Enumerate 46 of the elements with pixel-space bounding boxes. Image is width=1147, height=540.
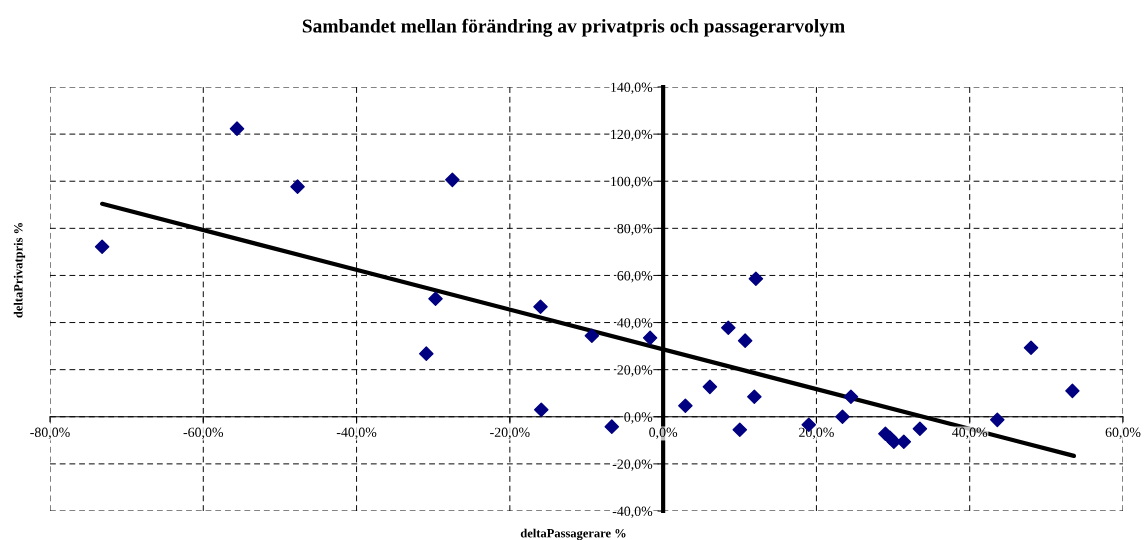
- point: [533, 299, 548, 315]
- point: [678, 398, 693, 413]
- point: [419, 346, 434, 361]
- point: [229, 121, 245, 136]
- x-tick-label: -20,0%: [490, 427, 530, 439]
- chart-title: Sambandet mellan förändring av privatpris och passagerarvolym: [302, 18, 845, 37]
- y-tick-label: 80,0%: [617, 223, 653, 236]
- x-tick-label: 20,0%: [799, 427, 834, 439]
- y-tick-label: 20,0%: [617, 365, 653, 377]
- y-tick-label: 120,0%: [611, 129, 653, 142]
- point: [290, 179, 305, 194]
- x-tick-label: -80,0%: [30, 427, 70, 439]
- x-tick-label: -40,0%: [336, 427, 377, 439]
- x-tick-label: 40,0%: [952, 427, 988, 439]
- point: [835, 409, 850, 425]
- y-tick-label: 40,0%: [617, 318, 653, 330]
- point: [748, 271, 764, 287]
- point: [1023, 340, 1039, 356]
- y-tick-label: 60,0%: [617, 271, 653, 283]
- y-tick-label: 100,0%: [611, 176, 653, 189]
- point: [912, 421, 928, 437]
- point: [642, 330, 658, 346]
- y-tick-label: -20,0%: [612, 459, 653, 471]
- point: [584, 328, 600, 344]
- y-tick-label: 0,0%: [624, 412, 653, 424]
- point: [747, 389, 762, 405]
- point: [604, 419, 620, 434]
- y-tick-label: 140,0%: [611, 82, 653, 94]
- point: [843, 389, 859, 405]
- x-tick-label: 0,0%: [649, 427, 678, 439]
- point: [732, 422, 748, 438]
- point: [428, 291, 443, 307]
- point: [896, 434, 912, 450]
- x-axis-title: deltaPassagerare %: [520, 528, 626, 540]
- y-tick-label: -40,0%: [612, 506, 653, 518]
- point: [737, 333, 753, 348]
- point: [702, 379, 718, 395]
- x-tick-label: 60,0%: [1105, 427, 1141, 439]
- x-tick-label: -60,0%: [183, 427, 224, 439]
- point: [721, 320, 736, 336]
- point: [1065, 383, 1080, 399]
- point: [94, 239, 110, 254]
- point: [990, 412, 1005, 428]
- y-axis-title: deltaPrivatpris %: [13, 223, 26, 318]
- point: [445, 172, 460, 188]
- point: [533, 402, 549, 417]
